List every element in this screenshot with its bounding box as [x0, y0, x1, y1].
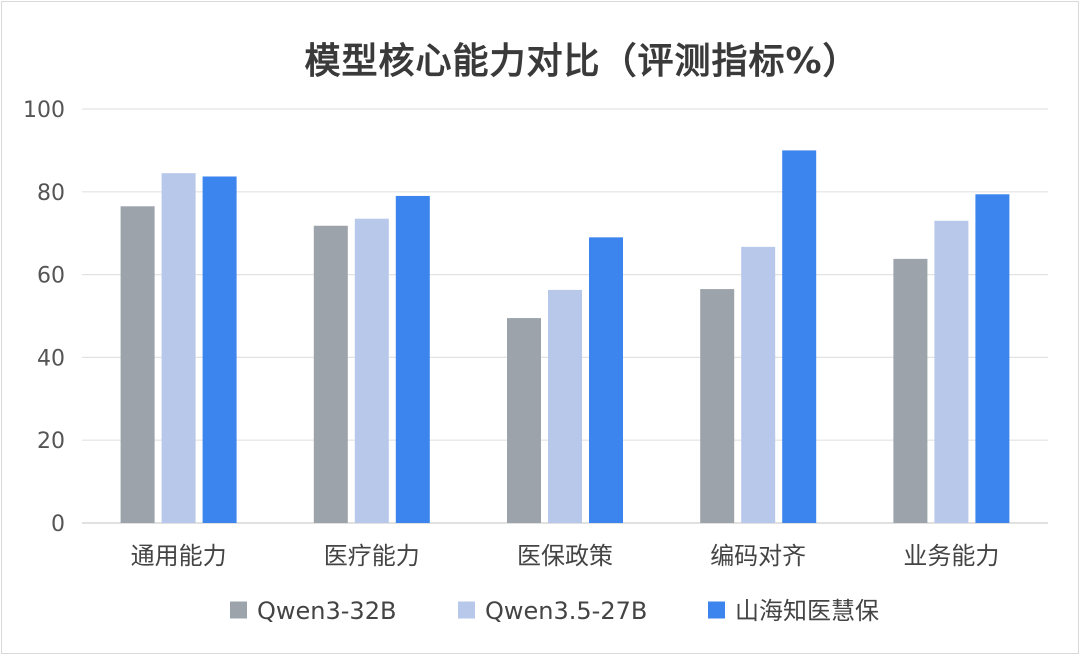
y-tick-label: 80 — [37, 181, 65, 206]
y-tick-label: 60 — [37, 264, 65, 289]
legend-swatch — [708, 601, 725, 619]
x-category-label: 医保政策 — [517, 542, 613, 570]
x-category-label: 业务能力 — [903, 542, 999, 570]
bar-3 — [202, 176, 237, 523]
bar-3 — [589, 237, 623, 523]
x-category-label: 编码对齐 — [710, 542, 806, 570]
bar-3 — [975, 194, 1010, 523]
y-tick-label: 100 — [23, 98, 65, 123]
legend-swatch — [230, 601, 247, 619]
legend-label: 山海知医慧保 — [735, 597, 879, 625]
bar-2 — [354, 218, 389, 523]
bar-1 — [700, 289, 735, 523]
bar-3 — [782, 150, 817, 523]
chart-title: 模型核心能力对比（评测指标%） — [304, 41, 860, 82]
bar-1 — [507, 318, 541, 523]
y-tick-label: 0 — [51, 512, 65, 537]
bar-2 — [741, 246, 776, 523]
legend-swatch — [458, 601, 475, 619]
bar-2 — [934, 220, 969, 523]
bar-2 — [161, 173, 196, 524]
x-category-label: 通用能力 — [131, 542, 227, 570]
y-tick-label: 40 — [37, 346, 65, 371]
bar-1 — [313, 225, 348, 524]
legend-label: Qwen3-32B — [257, 597, 396, 625]
y-tick-label: 20 — [37, 429, 65, 454]
bar-1 — [893, 258, 928, 523]
legend-label: Qwen3.5-27B — [485, 597, 647, 625]
bar-1 — [120, 206, 155, 524]
bar-2 — [548, 289, 582, 523]
x-category-label: 医疗能力 — [324, 542, 420, 570]
bar-3 — [395, 195, 430, 523]
